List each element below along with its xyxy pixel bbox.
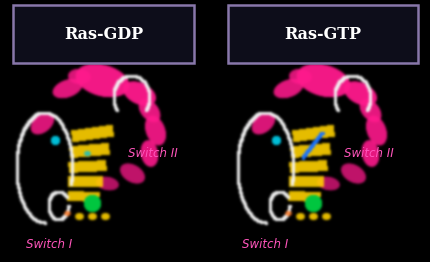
Text: Ras-GDP: Ras-GDP bbox=[64, 26, 143, 42]
Text: Switch I: Switch I bbox=[241, 238, 288, 252]
FancyBboxPatch shape bbox=[13, 5, 194, 63]
Text: Switch II: Switch II bbox=[343, 147, 393, 160]
FancyBboxPatch shape bbox=[228, 5, 417, 63]
Text: Switch I: Switch I bbox=[26, 238, 73, 252]
Text: Switch II: Switch II bbox=[128, 147, 178, 160]
Text: Ras-GTP: Ras-GTP bbox=[284, 26, 361, 42]
